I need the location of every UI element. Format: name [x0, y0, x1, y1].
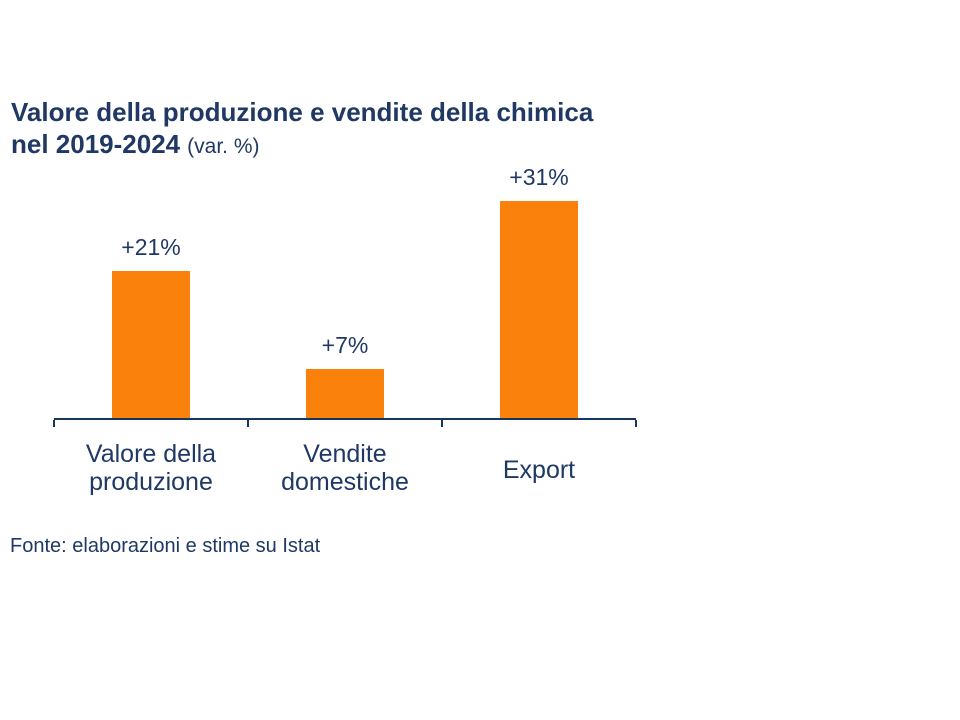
- bar: [306, 369, 384, 418]
- chart-title-unit-note: (var. %): [187, 135, 260, 158]
- chart-title-line1: Valore della produzione e vendite della …: [11, 97, 594, 127]
- category-label: Valore della produzione: [85, 440, 217, 496]
- x-axis-line: [54, 418, 636, 420]
- category-label: Export: [502, 456, 576, 484]
- chart-title-period: nel 2019-2024: [11, 129, 181, 159]
- bar: [500, 201, 578, 418]
- bar-value-label: +21%: [121, 234, 181, 260]
- x-axis-tick: [247, 420, 249, 427]
- chart-title-line2: nel 2019-2024 (var. %): [11, 128, 711, 165]
- bar-value-label: +31%: [509, 164, 569, 190]
- x-axis-tick: [53, 420, 55, 427]
- chart-title: Valore della produzione e vendite della …: [11, 96, 711, 165]
- bar: [112, 271, 190, 418]
- bar-value-label: +7%: [321, 332, 369, 358]
- category-label: Vendite domestiche: [281, 440, 409, 496]
- x-axis-tick: [441, 420, 443, 427]
- source-note: Fonte: elaborazioni e stime su Istat: [10, 535, 321, 557]
- x-axis-tick: [635, 420, 637, 427]
